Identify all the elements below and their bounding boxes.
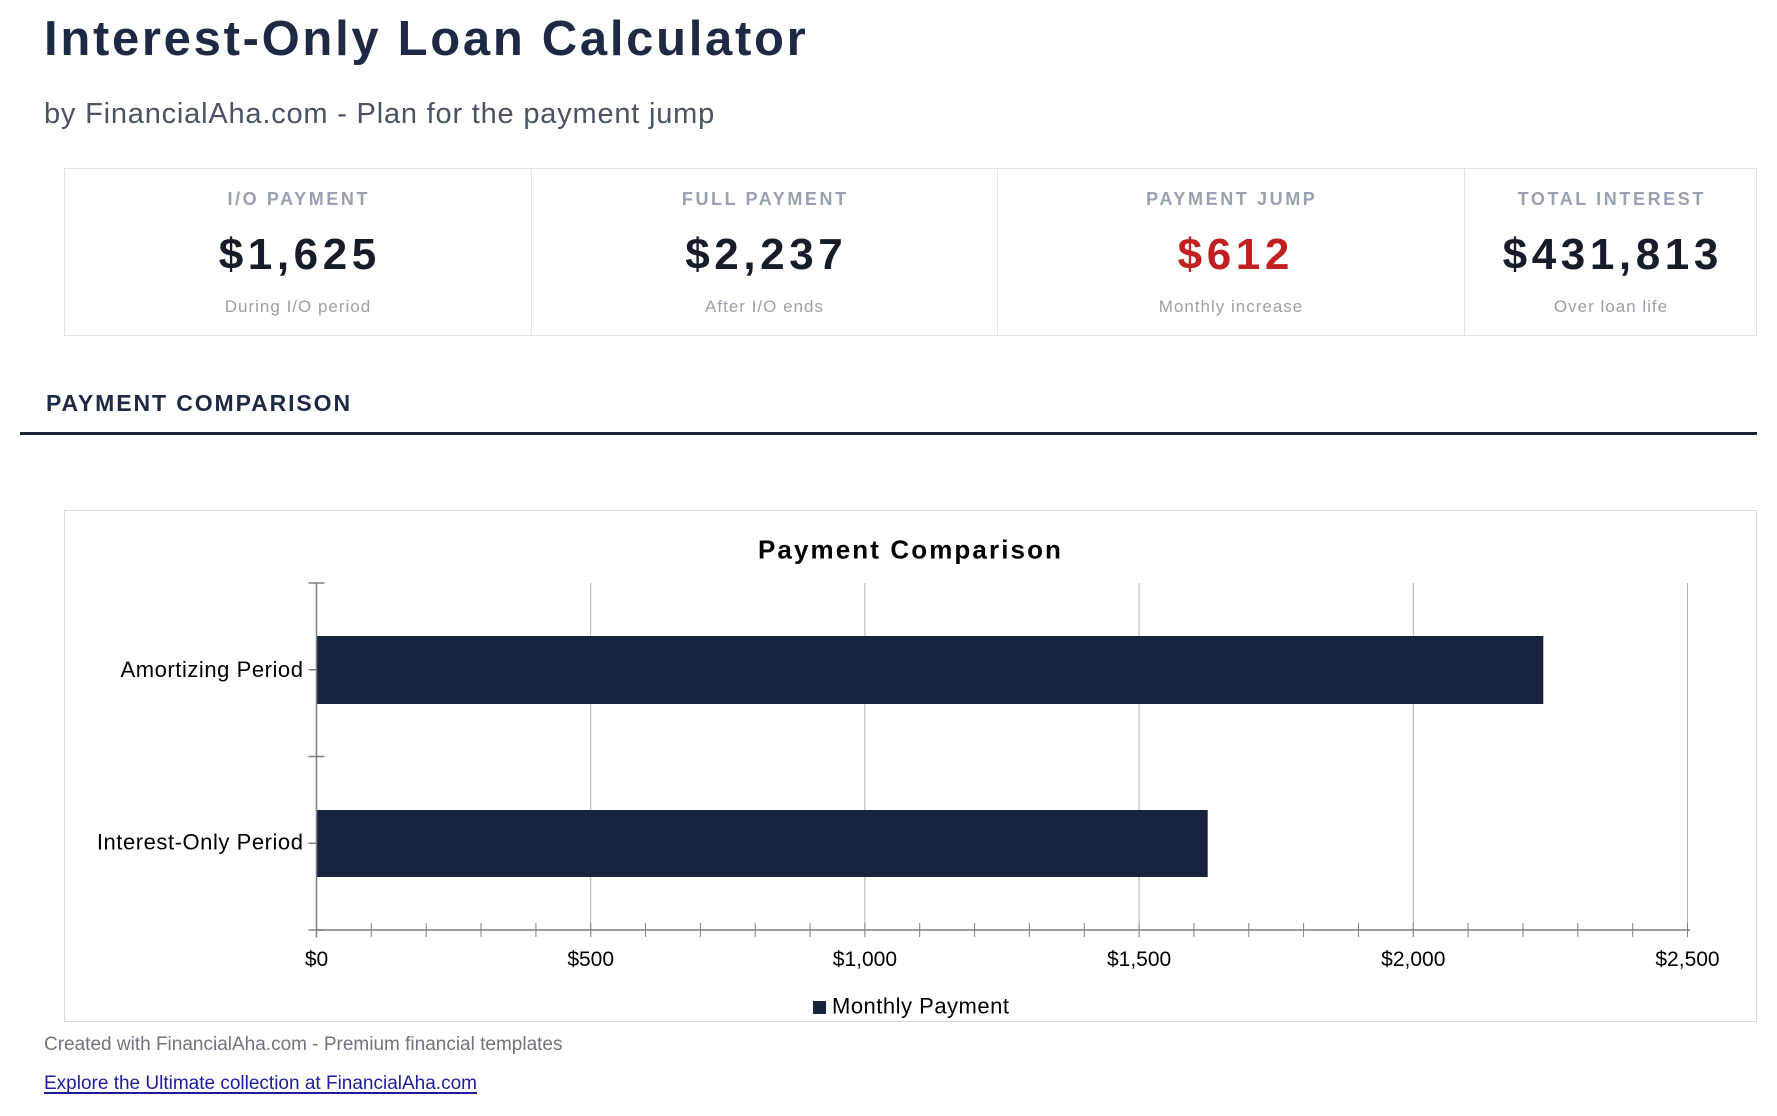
svg-text:$1,500: $1,500 — [1107, 948, 1171, 971]
svg-text:Monthly Payment: Monthly Payment — [832, 994, 1009, 1019]
svg-text:$500: $500 — [567, 948, 614, 971]
svg-text:$0: $0 — [305, 948, 328, 971]
svg-text:$2,000: $2,000 — [1381, 948, 1445, 971]
svg-text:Amortizing Period: Amortizing Period — [121, 657, 304, 682]
svg-text:$2,500: $2,500 — [1655, 948, 1719, 971]
svg-text:Payment Comparison: Payment Comparison — [758, 535, 1063, 565]
svg-text:Interest-Only Period: Interest-Only Period — [97, 830, 304, 855]
svg-text:$1,000: $1,000 — [833, 948, 897, 971]
